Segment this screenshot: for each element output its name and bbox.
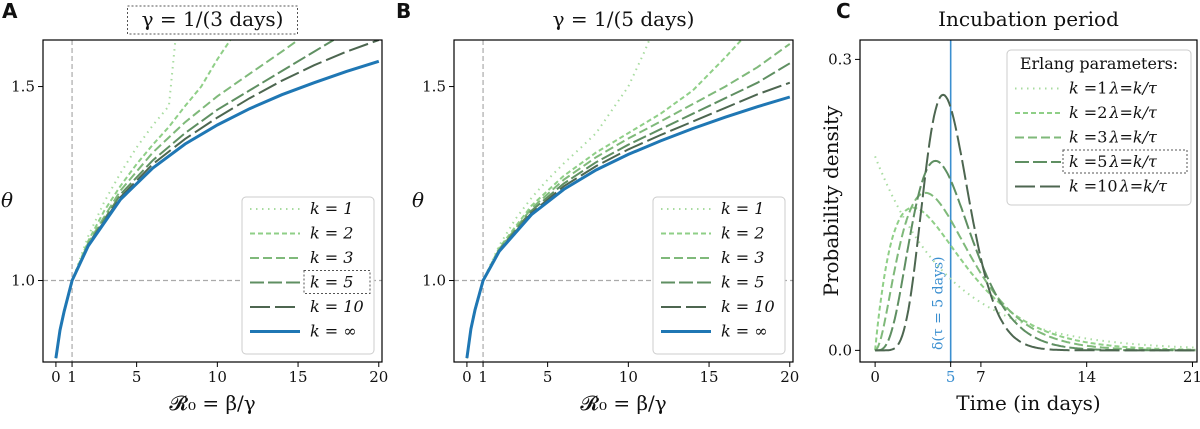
panel-b: B 0 1 5 10 15 201.01.5γ = 1/(5 days)𝓡₀ = β/γθ… [396, 0, 799, 415]
legend-k-value: 2 [1097, 103, 1107, 122]
series-line-k [54, 59, 380, 359]
x-tick-label: 10 [619, 368, 638, 386]
legend-label-k-3: k =3 λ=k/τ [1069, 128, 1158, 147]
legend-label-k-2: k = 2 [310, 224, 353, 243]
chart-title: γ = 1/(3 days) [142, 7, 284, 31]
x-tick-label: 20 [369, 368, 388, 386]
x-axis-label: Time (in days) [956, 391, 1100, 415]
legend-highlight-box [1062, 149, 1188, 174]
series-line-k-1 [465, 40, 651, 359]
panel-b-plot-area: 0 1 5 10 15 201.01.5γ = 1/(5 days)𝓡₀ = β/γθ k … [412, 7, 799, 415]
x-tick-label: 1 [478, 368, 488, 386]
x-tick-label: 7 [976, 368, 986, 386]
x-tick-label: 0 [51, 368, 61, 386]
legend-label-k-1: k = 1 [310, 199, 353, 218]
legend-k-value: 10 [1097, 177, 1117, 196]
panel-a: A 0 1 5 10 15 201.01.5γ = 1/(3 days)𝓡₀ = β/γθ… [1, 0, 388, 415]
legend-lambda: λ=k/τ [1108, 128, 1158, 147]
legend-highlight-box [303, 270, 371, 294]
y-tick-label: 0.0 [828, 341, 852, 359]
legend-label-k-1: k =1 λ=k/τ [1069, 79, 1158, 98]
panel-letter-c: C [836, 0, 851, 23]
legend-label-k-2: k = 2 [721, 224, 764, 243]
axes-frame [453, 39, 794, 363]
panel-a-plot-area: 0 1 5 10 15 201.01.5γ = 1/(3 days)𝓡₀ = β/γθ k … [1, 5, 388, 415]
series-line-k-10 [875, 93, 1196, 352]
legend-box [652, 196, 786, 355]
series-line-k [465, 95, 791, 359]
series-group [465, 40, 791, 359]
x-tick-label: 21 [1183, 368, 1200, 386]
legend-label-k-10: k = 10 [721, 297, 775, 316]
panel-letter-a: A [2, 0, 18, 23]
x-tick-label: 20 [780, 368, 799, 386]
legend-label-k-5: k = 5 [721, 273, 764, 292]
legend-k-prefix: k = [1069, 152, 1097, 171]
panel-letter-b: B [396, 0, 411, 23]
chart-title: γ = 1/(5 days) [553, 7, 695, 31]
legend-label-k-5: k = 5 [310, 273, 353, 292]
legend-k-prefix: k = [1069, 177, 1097, 196]
x-tick-label: 5 [946, 368, 956, 386]
y-axis-label: θ [1, 188, 13, 212]
axes-frame [42, 39, 383, 363]
legend-k-value: 3 [1097, 128, 1107, 147]
legend-lambda: λ=k/τ [1108, 152, 1158, 171]
x-axis-label: 𝓡₀ = β/γ [169, 391, 255, 415]
y-tick-label: 0.3 [828, 50, 852, 68]
legend-label-k-5: k =5 λ=k/τ [1069, 152, 1158, 171]
series-line-k-2 [874, 206, 1196, 351]
y-axis-label: Probability density [819, 105, 843, 297]
y-tick-label: 1.5 [422, 78, 446, 96]
x-tick-label: 0 [870, 368, 880, 386]
legend-label-k-10: k = 10 [310, 297, 364, 316]
legend-k-prefix: k = [1069, 103, 1097, 122]
legend-k-value: 1 [1097, 79, 1107, 98]
legend-label-k-1: k = 1 [721, 199, 764, 218]
x-tick-label: 10 [208, 368, 227, 386]
legend-k-prefix: k = [1069, 79, 1097, 98]
legend-k-prefix: k = [1069, 128, 1097, 147]
legend-label-k: k = ∞ [310, 322, 357, 341]
x-tick-label: 5 [132, 368, 142, 386]
series-group [874, 93, 1196, 352]
x-tick-label: 15 [289, 368, 308, 386]
x-tick-label: 5 [543, 368, 553, 386]
legend-label-k-10: k =10 λ=k/τ [1069, 177, 1168, 196]
axes-frame [859, 39, 1198, 363]
legend-box [1006, 49, 1192, 206]
title-highlight-box [127, 5, 298, 35]
y-tick-label: 1.5 [11, 78, 35, 96]
x-tick-label: 0 [462, 368, 472, 386]
x-tick-label: 15 [700, 368, 719, 386]
legend-lambda: λ=k/τ [1108, 79, 1158, 98]
legend-k-value: 5 [1097, 152, 1107, 171]
legend-label-k: k = ∞ [721, 322, 768, 341]
y-axis-label: θ [412, 188, 424, 212]
legend-box [241, 196, 375, 355]
x-axis-label: 𝓡₀ = β/γ [580, 391, 666, 415]
legend-lambda: λ=k/τ [1108, 103, 1158, 122]
legend-lambda: λ=k/τ [1119, 177, 1169, 196]
series-line-k-2 [54, 40, 232, 359]
series-line-k-3 [874, 191, 1196, 352]
x-tick-label: 1 [67, 368, 77, 386]
chart-title: Incubation period [938, 7, 1119, 31]
legend-label-k-2: k =2 λ=k/τ [1069, 103, 1158, 122]
y-tick-label: 1.0 [422, 272, 446, 290]
y-tick-label: 1.0 [11, 272, 35, 290]
series-group [54, 40, 380, 359]
legend-title: Erlang parameters: [1020, 54, 1178, 73]
legend-label-k-3: k = 3 [721, 248, 764, 267]
delta-line-label: δ(τ = 5 days) [931, 257, 947, 350]
x-tick-label: 14 [1077, 368, 1096, 386]
legend-label-k-3: k = 3 [310, 248, 353, 267]
